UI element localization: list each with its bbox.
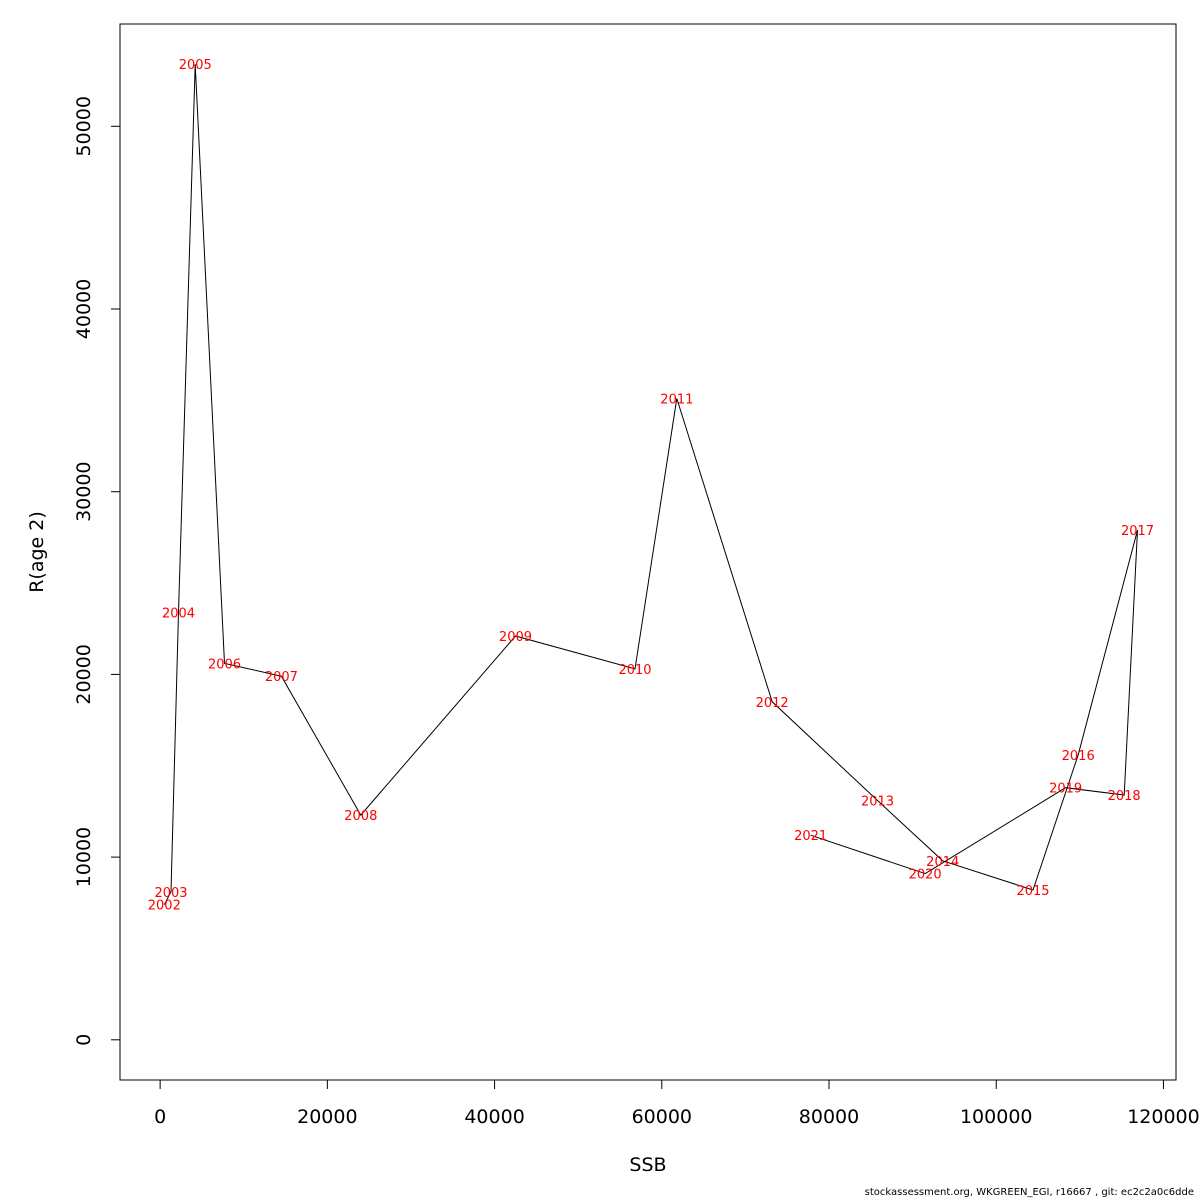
x-tick-label: 100000 (960, 1106, 1033, 1128)
point-label-2010: 2010 (618, 663, 651, 678)
x-axis-title: SSB (629, 1154, 666, 1176)
y-tick-label: 40000 (73, 279, 95, 339)
y-tick-label: 0 (73, 1034, 95, 1046)
point-label-2002: 2002 (148, 899, 181, 914)
point-label-2016: 2016 (1062, 749, 1095, 764)
point-label-2018: 2018 (1108, 789, 1141, 804)
point-label-2008: 2008 (344, 809, 377, 824)
x-axis: 0 20000 40000 60000 80000 100000 120000 (154, 1079, 1200, 1128)
point-label-2015: 2015 (1016, 884, 1049, 899)
x-tick-label: 20000 (297, 1106, 357, 1128)
point-label-2013: 2013 (861, 794, 894, 809)
x-tick-label: 120000 (1127, 1106, 1200, 1128)
x-tick-label: 0 (154, 1106, 166, 1128)
plot-frame (119, 23, 1177, 1081)
x-tick-label: 40000 (464, 1106, 524, 1128)
y-tick-label: 20000 (73, 644, 95, 704)
point-label-2020: 2020 (909, 868, 942, 883)
y-axis: 0 10000 20000 30000 40000 50000 (73, 96, 121, 1046)
x-tick-label: 80000 (799, 1106, 859, 1128)
point-label-2021: 2021 (794, 829, 827, 844)
point-label-2007: 2007 (265, 670, 298, 685)
point-label-2019: 2019 (1049, 782, 1082, 797)
point-label-2017: 2017 (1121, 524, 1154, 539)
x-tick-label: 60000 (632, 1106, 692, 1128)
point-label-2005: 2005 (179, 58, 212, 73)
point-label-2003: 2003 (154, 886, 187, 901)
point-label-2004: 2004 (162, 606, 195, 621)
y-axis-title: R(age 2) (26, 511, 48, 593)
recruitment-ssb-line (163, 64, 1138, 905)
footer-note: stockassessment.org, WKGREEN_EGI, r16667… (864, 1187, 1194, 1198)
y-tick-label: 30000 (73, 461, 95, 521)
point-label-2006: 2006 (208, 657, 241, 672)
y-tick-label: 10000 (73, 827, 95, 887)
point-label-2012: 2012 (756, 696, 789, 711)
y-tick-label: 50000 (73, 96, 95, 156)
point-label-2011: 2011 (660, 393, 693, 408)
point-label-2009: 2009 (499, 630, 532, 645)
point-label-2014: 2014 (926, 855, 959, 870)
